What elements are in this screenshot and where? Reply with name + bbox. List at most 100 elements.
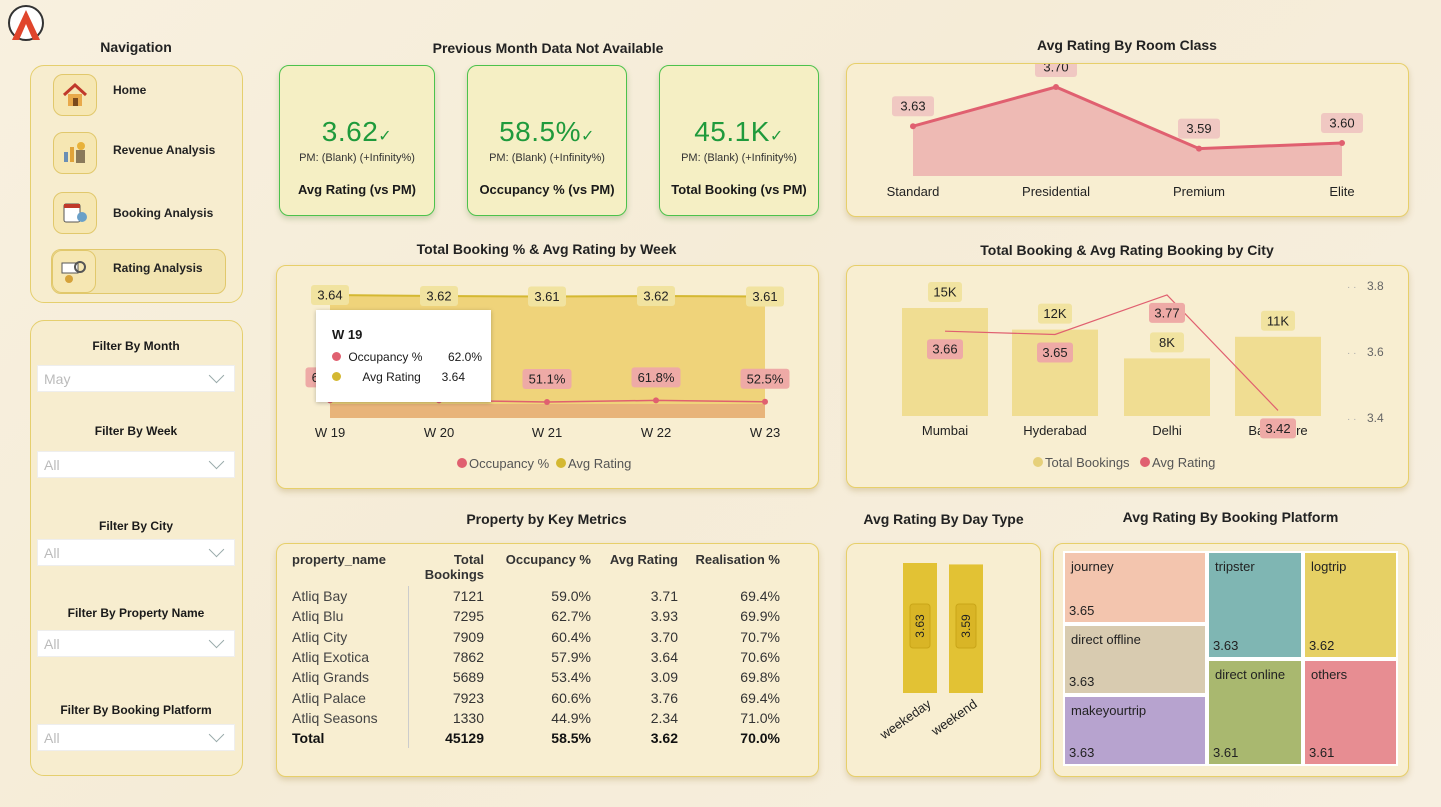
tile-value: 3.65	[1069, 603, 1095, 618]
day-label-bg	[955, 603, 977, 649]
table-row: Atliq Bay 7121 59.0% 3.71 69.4%	[286, 586, 786, 607]
col-header[interactable]: Total Bookings	[424, 552, 484, 582]
avg-rating-data-label-bg	[637, 286, 675, 306]
filter-month-select[interactable]: May	[37, 365, 235, 392]
city-rating-label: 3.65	[1042, 345, 1067, 360]
kpi-label: Occupancy % (vs PM)	[479, 182, 615, 197]
kpi-card-total-booking: 45.1K✓ PM: (Blank) (+Infinity%) Total Bo…	[659, 65, 819, 216]
y2-tick-dots: · ·	[1347, 282, 1356, 293]
tooltip-row: Occupancy % 62.0%	[332, 350, 482, 364]
tooltip-name: Occupancy %	[348, 350, 423, 364]
city-bar	[1235, 336, 1321, 416]
filter-platform-select[interactable]: All	[37, 724, 235, 751]
avg-rating-data-label: 3.62	[426, 289, 451, 304]
platform-tile[interactable]: direct online 3.61	[1207, 659, 1303, 766]
table-cell: Total	[286, 728, 409, 749]
tile-name: direct online	[1215, 667, 1286, 682]
day-tick-label: weekend	[928, 696, 980, 739]
tile-name: direct offline	[1071, 632, 1141, 647]
week-tick-label: W 22	[641, 425, 671, 440]
filter-week-label: Filter By Week	[94, 424, 178, 438]
tile-name: journey	[1071, 559, 1114, 574]
day-label-bg	[909, 603, 931, 649]
filter-city-select[interactable]: All	[37, 539, 235, 566]
occupancy-point	[544, 398, 550, 405]
week-tooltip: W 19 Occupancy % 62.0% Avg Rating 3.64	[316, 310, 491, 402]
occupancy-data-label-bg	[522, 368, 572, 389]
chevron-down-icon	[208, 726, 225, 743]
day-type-title: Avg Rating By Day Type	[863, 511, 1024, 527]
room-class-card: 3.63 Standard 3.70 Presidential 3.59 Premium 3…	[846, 63, 1409, 217]
table-cell: Atliq Exotica	[286, 646, 409, 668]
avg-rating-data-label: 3.61	[534, 289, 559, 304]
avg-rating-data-label: 3.61	[752, 289, 777, 304]
avg-rating-data-label: 3.64	[317, 288, 342, 303]
city-bar-label: 11K	[1267, 313, 1289, 328]
platform-tile[interactable]: journey 3.65	[1063, 551, 1207, 624]
tooltip-value: 62.0%	[447, 350, 482, 364]
kpi-value: 3.62✓	[280, 116, 434, 148]
city-chart-card: 15KMumbai12KHyderabad8KDelhi11KBangalore…	[846, 265, 1409, 488]
week-chart-card: 62.0% 51.1% 61.8% 52.5% 3.64 W 19 3.62 W 20 3.61…	[276, 265, 819, 489]
day-data-label: 3.63	[913, 614, 927, 638]
table-cell: 3.62	[650, 730, 678, 747]
city-rating-label-bg	[1260, 418, 1296, 439]
table-cell: Atliq Seasons	[286, 707, 409, 729]
nav-label-booking-analysis: Booking Analysis	[113, 206, 214, 220]
table-cell: 70.7%	[740, 628, 780, 645]
table-cell: 7909	[452, 628, 484, 645]
room-data-label: 3.60	[1329, 116, 1354, 131]
room-line	[912, 85, 1343, 151]
week-tick-label: W 21	[532, 425, 562, 440]
occupancy-point	[653, 397, 659, 404]
col-header[interactable]: Avg Rating	[609, 552, 678, 567]
filter-city-label: Filter By City	[98, 519, 173, 533]
day-data-label: 3.59	[959, 614, 973, 638]
table-cell: 69.8%	[740, 669, 780, 686]
booking-icon	[53, 192, 97, 234]
platform-tile[interactable]: logtrip 3.62	[1303, 551, 1398, 659]
week-chart-title: Total Booking % & Avg Rating by Week	[416, 241, 677, 257]
legend-dot-occupancy	[457, 458, 467, 468]
avg-rating-data-label: 3.62	[643, 289, 668, 304]
tile-value: 3.62	[1309, 638, 1335, 653]
tooltip-value: 3.64	[441, 370, 465, 384]
table-cell: 7121	[452, 588, 484, 605]
col-header[interactable]: property_name	[292, 552, 386, 567]
table-cell: 3.76	[650, 689, 678, 706]
col-header[interactable]: Occupancy %	[505, 552, 591, 567]
occupancy-area	[330, 404, 765, 418]
y2-tick-label: 3.4	[1367, 411, 1384, 425]
legend-dot-avg-rating	[1140, 457, 1150, 467]
table-row: Atliq Palace 7923 60.6% 3.76 69.4%	[286, 687, 786, 708]
platform-tile[interactable]: direct offline 3.63	[1063, 624, 1207, 695]
rating-icon	[52, 250, 96, 293]
table-cell: 1330	[452, 709, 484, 726]
table-cell: 3.09	[650, 669, 678, 686]
kpi-value-text: 3.62	[321, 116, 379, 147]
platform-tile[interactable]: others 3.61	[1303, 659, 1398, 766]
city-rating-label-bg	[1149, 302, 1185, 323]
table-cell: 3.71	[650, 588, 678, 605]
table-cell: 69.9%	[740, 608, 780, 625]
table-cell: 53.4%	[551, 669, 591, 686]
city-bar-label-bg	[1150, 332, 1184, 353]
filter-week-select[interactable]: All	[37, 451, 235, 478]
room-point	[910, 123, 916, 130]
legend-dot-avg-rating	[556, 458, 566, 468]
col-header[interactable]: Realisation %	[695, 552, 780, 567]
table-cell: 60.6%	[551, 689, 591, 706]
table-cell: Atliq Blu	[286, 606, 409, 627]
room-class-chart: 3.63 Standard 3.70 Presidential 3.59 Premium 3…	[887, 64, 1363, 199]
table-cell: 7295	[452, 608, 484, 625]
room-tick-label: Elite	[1329, 184, 1354, 199]
filter-property-select[interactable]: All	[37, 630, 235, 657]
table-cell: 59.0%	[551, 588, 591, 605]
y2-tick-dots: · ·	[1347, 348, 1356, 359]
platform-tile[interactable]: tripster 3.63	[1207, 551, 1303, 659]
nav-item-rating-analysis[interactable]: Rating Analysis	[51, 249, 226, 294]
avg-rating-data-label-bg	[746, 286, 784, 307]
platform-tile[interactable]: makeyourtrip 3.63	[1063, 695, 1207, 766]
city-rating-label-bg	[927, 339, 963, 360]
day-type-card: 3.63 weekeday 3.59 weekend	[846, 543, 1041, 777]
